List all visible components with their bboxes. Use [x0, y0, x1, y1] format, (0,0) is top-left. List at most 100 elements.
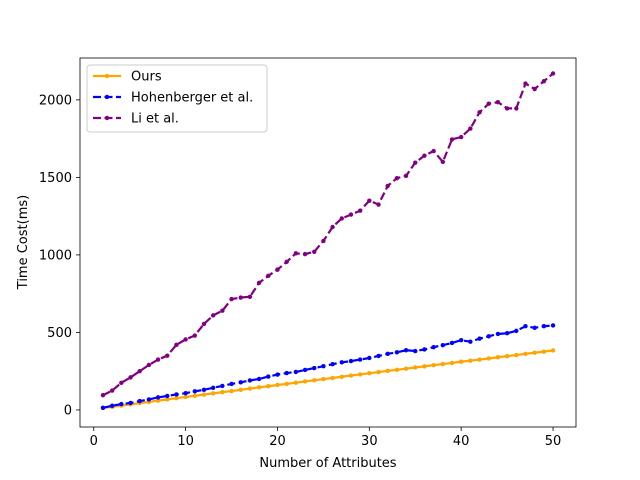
y-axis: 0 500 1000 1500 2000 — [39, 93, 80, 418]
data-point-hohenberger-et-al — [192, 389, 198, 394]
data-point-hohenberger-et-al — [550, 323, 556, 328]
series-line-li-et-al — [102, 72, 554, 397]
data-point-hohenberger-et-al — [486, 334, 491, 339]
data-point-li-et-al — [128, 375, 133, 380]
data-point-li-et-al — [146, 362, 152, 368]
data-point-li-et-al — [541, 79, 547, 84]
data-point-li-et-al — [468, 126, 473, 131]
data-point-li-et-al — [431, 148, 436, 154]
data-point-hohenberger-et-al — [394, 350, 400, 355]
data-point-ours — [523, 351, 528, 357]
data-point-hohenberger-et-al — [413, 348, 418, 354]
y-tick-label: 0 — [64, 403, 72, 418]
data-point-hohenberger-et-al — [128, 400, 133, 406]
data-point-hohenberger-et-al — [367, 355, 372, 361]
data-point-li-et-al — [183, 337, 188, 342]
data-point-hohenberger-et-al — [376, 353, 381, 359]
legend-label-ours: Ours — [131, 70, 162, 85]
data-point-li-et-al — [119, 380, 124, 386]
data-point-ours — [210, 391, 216, 396]
data-point-li-et-al — [302, 251, 308, 257]
data-point-ours — [550, 348, 556, 353]
data-point-ours — [330, 375, 335, 381]
data-point-li-et-al — [238, 295, 243, 300]
data-point-li-et-al — [486, 101, 491, 106]
data-point-ours — [238, 387, 243, 392]
data-point-li-et-al — [220, 308, 225, 313]
data-point-li-et-al — [385, 183, 390, 189]
data-point-hohenberger-et-al — [495, 331, 501, 337]
data-point-hohenberger-et-al — [119, 401, 124, 407]
data-point-li-et-al — [312, 249, 317, 255]
data-point-li-et-al — [348, 212, 354, 217]
data-point-li-et-al — [284, 259, 289, 265]
data-point-hohenberger-et-al — [256, 376, 262, 382]
series-layer — [100, 71, 556, 411]
data-point-ours — [449, 360, 455, 366]
data-point-li-et-al — [275, 267, 280, 272]
data-point-li-et-al — [155, 357, 161, 362]
data-point-hohenberger-et-al — [284, 370, 289, 376]
data-point-li-et-al — [192, 333, 198, 338]
data-point-ours — [514, 352, 519, 358]
data-point-ours — [422, 364, 427, 369]
data-point-ours — [357, 372, 363, 377]
x-tick-label: 0 — [90, 434, 98, 449]
data-point-hohenberger-et-al — [541, 324, 547, 329]
y-tick-label: 1000 — [39, 248, 72, 263]
data-point-ours — [183, 394, 188, 400]
data-point-ours — [275, 382, 280, 388]
data-point-li-et-al — [293, 251, 299, 256]
data-point-hohenberger-et-al — [247, 378, 253, 383]
data-point-ours — [220, 389, 225, 395]
data-point-ours — [403, 366, 409, 371]
data-point-ours — [376, 369, 381, 375]
data-point-ours — [201, 392, 207, 397]
legend-label-hohenberger-et-al: Hohenberger et al. — [131, 91, 253, 106]
data-point-li-et-al — [357, 208, 363, 213]
legend: Ours Hohenberger et al. Li et al. — [86, 64, 268, 133]
data-point-li-et-al — [321, 238, 326, 244]
data-point-li-et-al — [422, 153, 427, 158]
data-point-li-et-al — [550, 71, 556, 76]
data-point-hohenberger-et-al — [137, 398, 142, 404]
data-point-hohenberger-et-al — [210, 385, 216, 390]
data-point-hohenberger-et-al — [458, 337, 464, 343]
data-point-hohenberger-et-al — [238, 380, 243, 385]
data-point-li-et-al — [495, 99, 501, 105]
data-point-ours — [440, 361, 446, 367]
data-point-li-et-al — [229, 296, 234, 302]
data-point-hohenberger-et-al — [146, 397, 152, 402]
data-point-hohenberger-et-al — [477, 336, 482, 341]
data-point-li-et-al — [266, 273, 271, 279]
data-point-hohenberger-et-al — [229, 381, 234, 387]
data-point-li-et-al — [477, 110, 482, 115]
data-point-hohenberger-et-al — [422, 347, 427, 352]
x-tick-label: 50 — [545, 434, 562, 449]
data-point-ours — [192, 393, 198, 399]
data-point-li-et-al — [458, 134, 464, 140]
data-point-hohenberger-et-al — [183, 391, 188, 396]
data-point-li-et-al — [440, 159, 446, 165]
data-point-hohenberger-et-al — [357, 357, 363, 362]
data-point-li-et-al — [339, 216, 344, 221]
plot-frame — [79, 57, 577, 428]
data-point-ours — [348, 373, 354, 378]
data-point-li-et-al — [201, 321, 207, 327]
data-point-ours — [486, 356, 491, 361]
x-tick-label: 40 — [453, 434, 470, 449]
y-tick-label: 2000 — [39, 93, 72, 108]
data-point-hohenberger-et-al — [523, 324, 528, 329]
data-point-li-et-al — [504, 106, 510, 111]
data-point-hohenberger-et-al — [514, 328, 519, 334]
y-tick-label: 1500 — [39, 171, 72, 186]
data-point-ours — [413, 365, 418, 370]
data-point-ours — [495, 355, 501, 360]
data-point-li-et-al — [137, 368, 142, 374]
data-point-li-et-al — [256, 280, 262, 286]
data-point-hohenberger-et-al — [275, 372, 280, 377]
data-point-hohenberger-et-al — [431, 344, 436, 350]
data-point-hohenberger-et-al — [201, 387, 207, 392]
data-point-ours — [284, 381, 289, 387]
data-point-hohenberger-et-al — [174, 392, 179, 397]
